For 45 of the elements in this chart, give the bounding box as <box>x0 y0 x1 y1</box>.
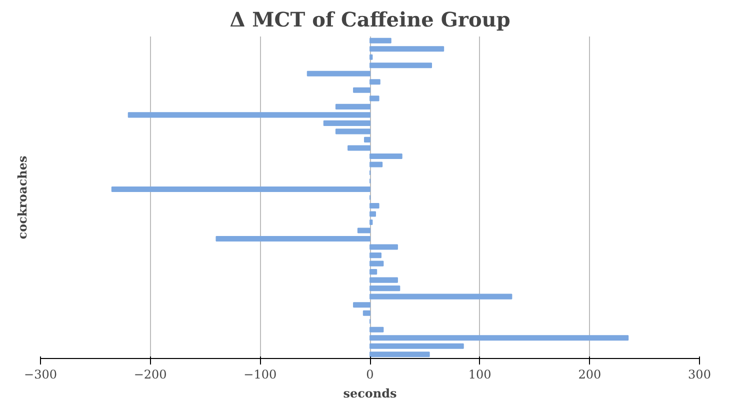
bar <box>335 128 370 134</box>
bar <box>370 202 380 209</box>
bar <box>370 38 392 44</box>
bar <box>370 54 373 60</box>
x-axis-title: seconds <box>343 386 398 400</box>
bar <box>370 286 400 292</box>
bar <box>370 335 629 341</box>
bar <box>362 310 370 316</box>
bar <box>370 269 378 275</box>
bar <box>370 294 512 300</box>
bar <box>335 104 370 110</box>
bar <box>370 260 384 266</box>
x-tick-label: −300 <box>24 368 57 382</box>
x-tick-label: −200 <box>134 368 167 382</box>
bar <box>357 228 370 234</box>
bar <box>323 120 370 126</box>
bar <box>370 220 373 226</box>
x-tick-label: 0 <box>366 368 374 382</box>
x-tick-label: 200 <box>578 368 602 382</box>
bar <box>370 352 430 358</box>
bar <box>370 79 380 85</box>
bar <box>370 162 383 168</box>
bar <box>306 70 370 76</box>
bar <box>216 236 370 242</box>
x-tick-label: −100 <box>244 368 277 382</box>
bar <box>370 96 380 102</box>
chart-title: Δ MCT of Caffeine Group <box>230 8 510 32</box>
bar <box>364 136 370 142</box>
bar <box>370 244 398 250</box>
bar <box>370 211 376 217</box>
bar <box>348 145 370 151</box>
bar <box>370 252 382 258</box>
bar <box>370 46 444 52</box>
bar <box>128 112 370 118</box>
bar <box>111 186 370 192</box>
bar <box>370 153 402 159</box>
bar <box>353 87 370 93</box>
bar <box>370 326 384 332</box>
y-axis-title: cockroaches <box>16 156 30 240</box>
bar <box>370 343 464 349</box>
x-tick-label: 300 <box>688 368 711 382</box>
bar <box>370 277 398 283</box>
bar <box>370 62 432 68</box>
x-tick-label: 100 <box>468 368 492 382</box>
bar <box>353 302 370 308</box>
